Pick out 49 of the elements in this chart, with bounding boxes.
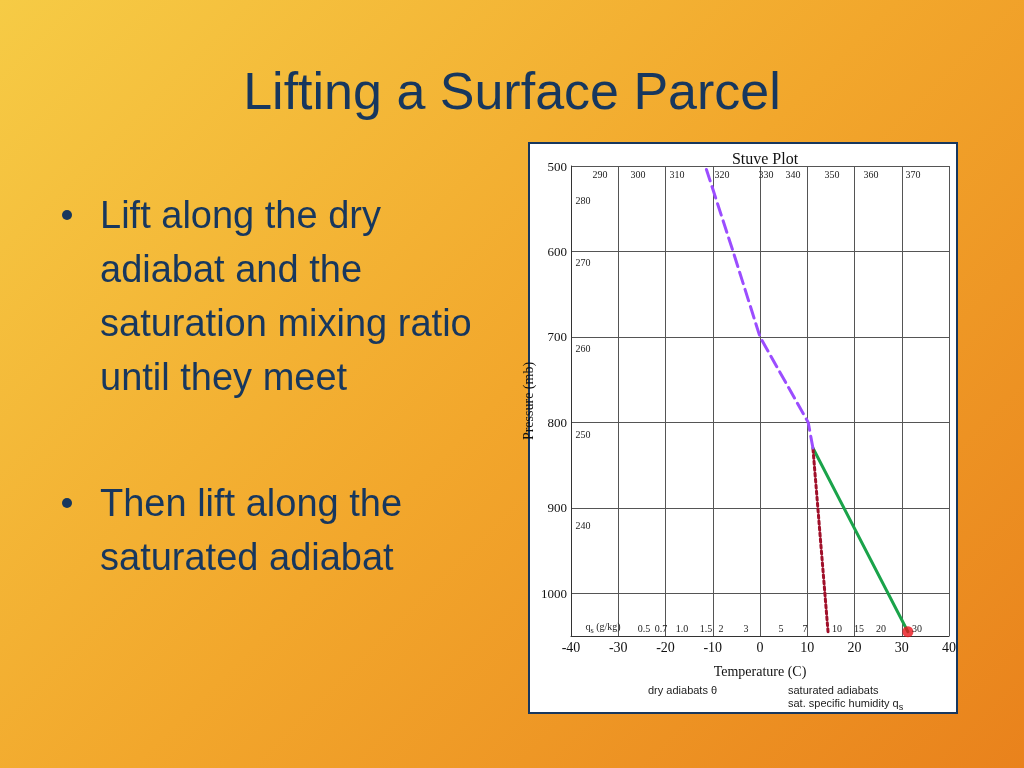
chart-subtitle: Stuve Plot [731,149,799,167]
x-tick-label: 0 [756,639,764,655]
annotation: 250 [575,428,591,440]
line-series [704,167,815,450]
annotation: 3 [743,622,749,634]
y-axis-title: Pressure (mb) [520,361,537,441]
y-tick-label: 700 [547,329,567,345]
text: dry adiabats θ [648,684,718,696]
annotation: 260 [575,342,591,354]
annotation: 280 [575,194,591,206]
annotation: 340 [785,168,801,180]
x-tick-label: 30 [894,639,909,655]
annotation: 2 [718,622,724,634]
annotation: 360 [863,168,879,180]
annotation: 320 [714,168,730,180]
annotation: 270 [575,256,591,268]
x-tick-label: 10 [800,639,815,655]
x-axis-title: Temperature (C) [713,663,807,680]
y-tick-label: 900 [547,500,567,516]
annotation: 290 [592,168,608,180]
annotation: 240 [575,519,591,531]
x-tick-label: 40 [942,639,956,655]
annotation: 0.5 [637,622,651,634]
x-tick-label: -20 [656,639,675,655]
annotation: 1.0 [675,622,689,634]
text: saturated adiabats [788,684,879,696]
annotation: 15 [854,622,864,634]
annotation: 300 [630,168,646,180]
annotation: 30 [912,622,922,634]
annotation: 350 [824,168,840,180]
x-tick-label: 20 [847,639,862,655]
annotation: 370 [905,168,921,180]
annotation: 1.5 [699,622,713,634]
x-tick-label: -40 [561,639,581,655]
y-tick-label: 1000 [541,585,567,601]
y-tick-label: 800 [547,414,567,430]
chart-title: Lifting a Surface Parcel [243,62,781,120]
annotation: 310 [669,168,685,180]
text: sat. specific humidity q$_{s}$ [788,697,904,713]
y-tick-label: 600 [547,243,567,259]
annotation: 7 [802,622,808,634]
text: Lift along the dry adiabat and the saturation mixing ratio until they meet [100,193,473,400]
text: Then lift along the saturated adiabat [100,481,404,580]
annotation: 20 [876,622,886,634]
x-tick-label: -30 [608,639,628,655]
x-tick-label: -10 [703,639,723,655]
y-tick-label: 500 [547,158,567,174]
annotation: 5 [778,622,784,634]
annotation: 10 [832,622,842,634]
